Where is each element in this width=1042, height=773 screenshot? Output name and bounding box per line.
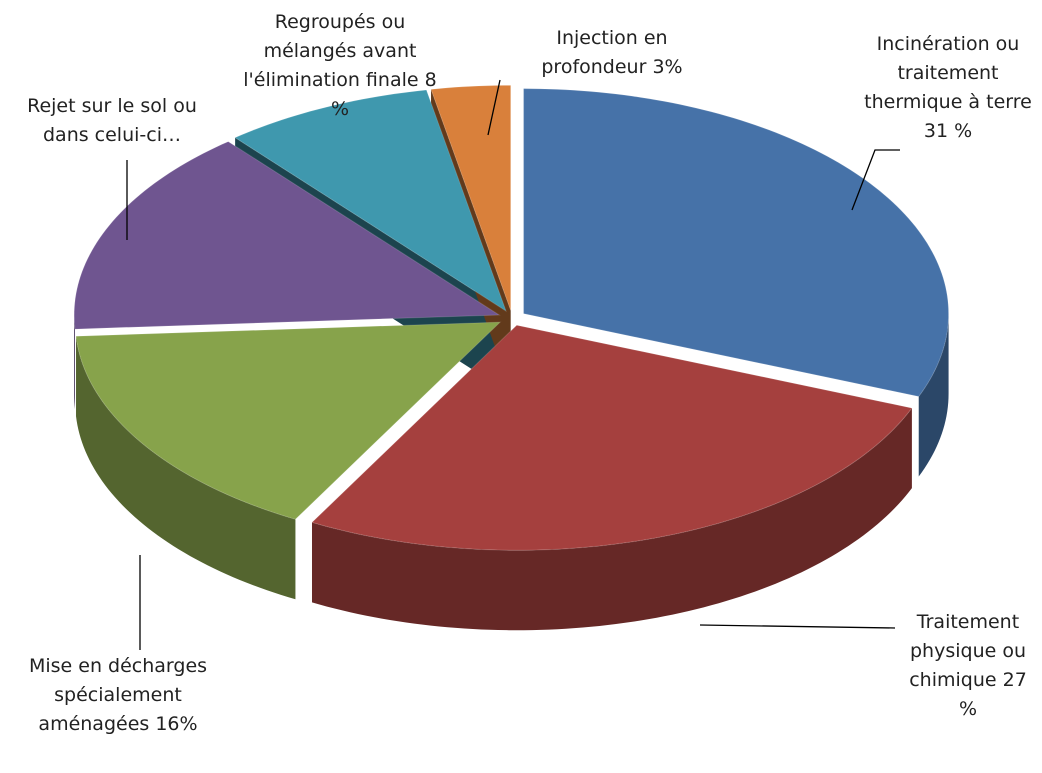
slice-label: Rejet sur le sol ou dans celui-ci…	[5, 92, 220, 150]
slice-label: Injection en profondeur 3%	[527, 24, 697, 82]
category-label: Incinération ou traitement thermique à t…	[864, 33, 1032, 113]
slice-side	[76, 336, 296, 600]
value-label: 8 %	[330, 69, 437, 120]
leader-line	[699, 624, 896, 629]
leader-line	[851, 149, 900, 211]
slice	[311, 324, 913, 551]
slice-label: Traitement physique ou chimique 27 %	[903, 608, 1033, 724]
slice-side	[74, 314, 75, 410]
value-label: 27 %	[958, 669, 1027, 720]
category-label: Injection en profondeur	[541, 27, 668, 78]
slice	[75, 321, 502, 520]
slice	[234, 89, 508, 313]
category-label: Regroupés ou mélangés avant l'éliminatio…	[243, 11, 419, 91]
value-label: 16%	[155, 713, 198, 735]
slice-side	[311, 408, 912, 631]
slice	[73, 141, 501, 330]
slice	[430, 84, 512, 311]
value-label: 31 %	[923, 120, 973, 142]
slice-side	[918, 313, 949, 477]
slice-label: Mise en décharges spécialement aménagées…	[3, 652, 233, 739]
leader-line	[487, 79, 501, 136]
slice	[523, 88, 950, 398]
category-label: Rejet sur le sol ou dans celui-ci…	[27, 95, 197, 146]
slice-label: Incinération ou traitement thermique à t…	[853, 30, 1042, 146]
slice-label: Regroupés ou mélangés avant l'éliminatio…	[235, 8, 445, 124]
category-label: Traitement physique ou chimique	[909, 611, 1027, 691]
category-label: Mise en décharges spécialement aménagées	[28, 655, 208, 735]
value-label: 3%	[652, 56, 683, 78]
